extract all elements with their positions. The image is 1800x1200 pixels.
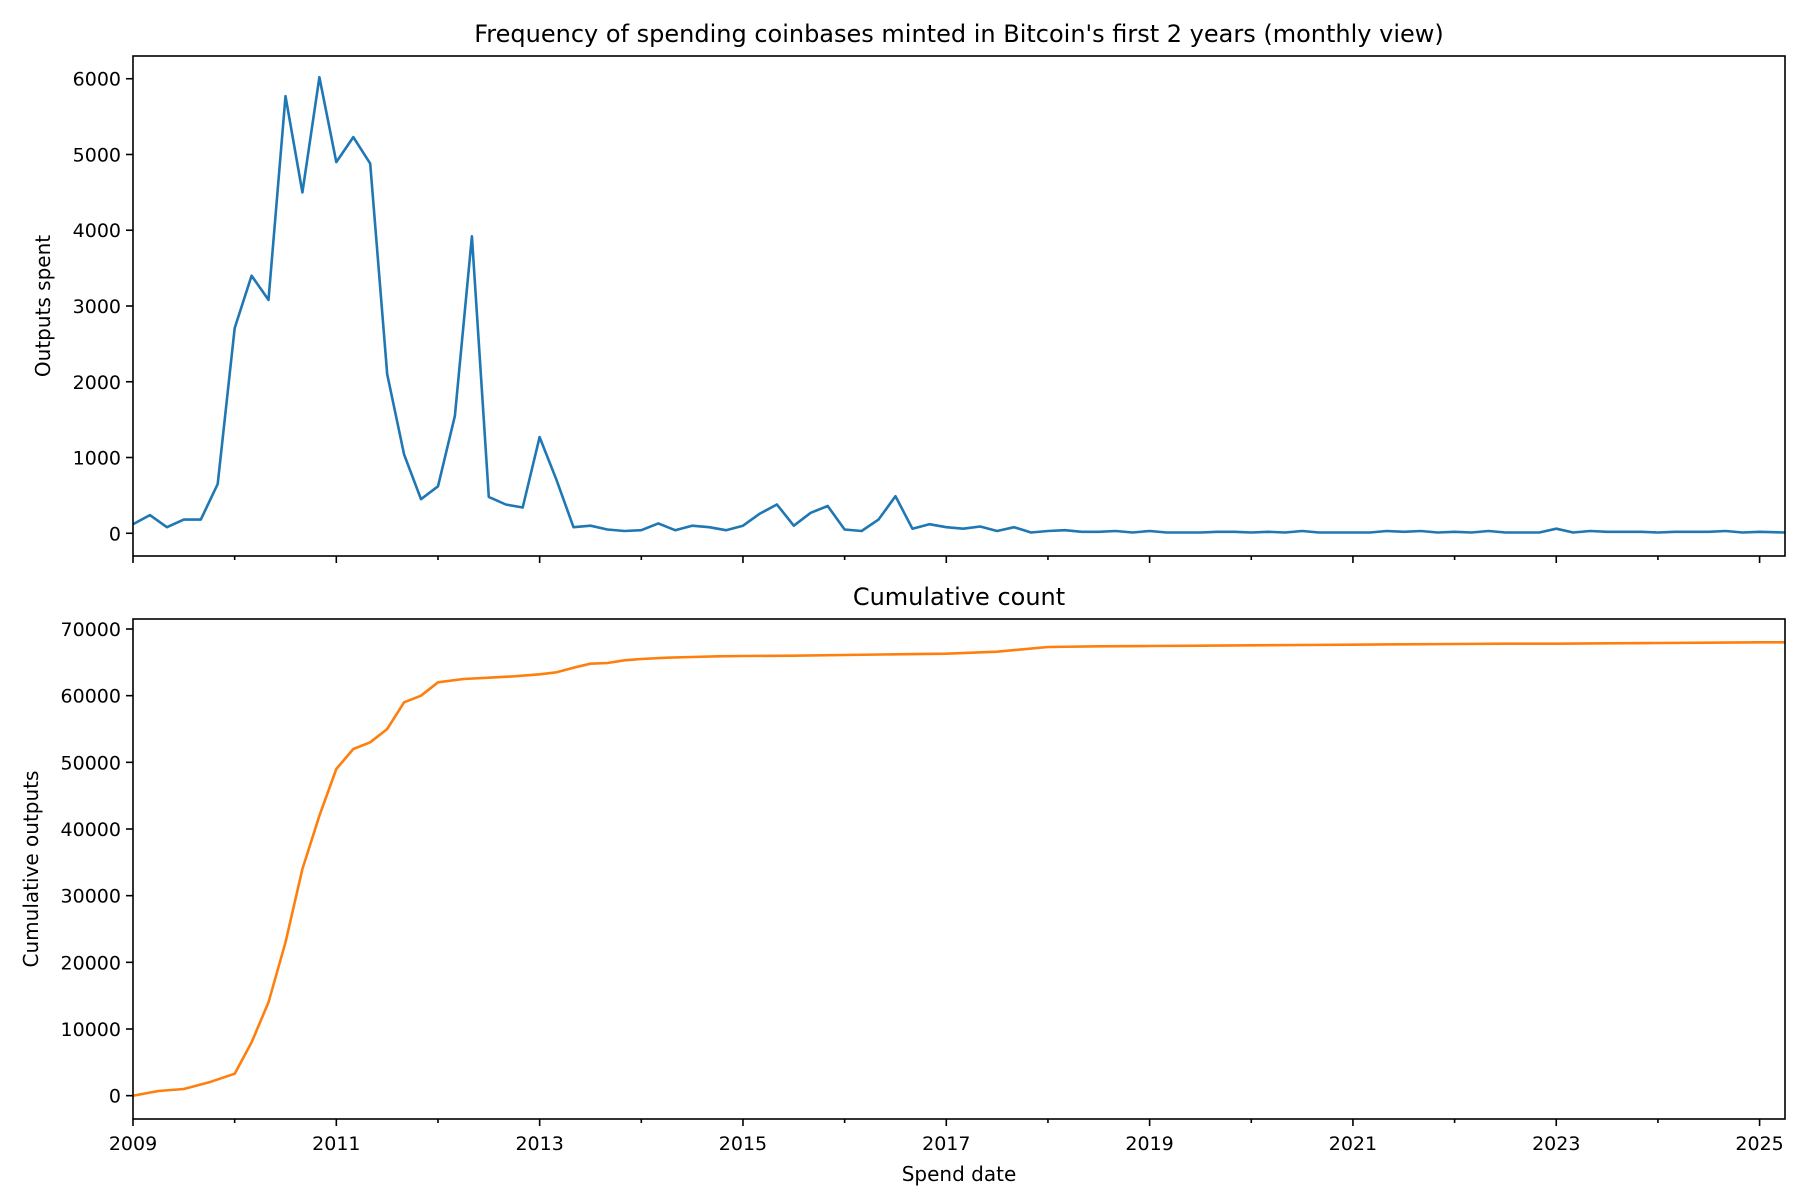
y-tick-label-cumulative: 10000 bbox=[61, 1019, 121, 1041]
chart-title-outputs-spent: Frequency of spending coinbases minted i… bbox=[474, 20, 1444, 48]
chart-title-cumulative: Cumulative count bbox=[853, 583, 1065, 611]
series-line-outputs-spent bbox=[133, 75, 1785, 534]
panel-outputs-spent: Frequency of spending coinbases minted i… bbox=[31, 20, 1786, 563]
x-tick-label-cumulative: 2023 bbox=[1532, 1133, 1580, 1155]
x-tick-label-cumulative: 2015 bbox=[719, 1133, 767, 1155]
y-tick-label-outputs-spent: 3000 bbox=[73, 296, 121, 318]
x-tick-label-cumulative: 2019 bbox=[1125, 1133, 1173, 1155]
x-tick-label-cumulative: 2011 bbox=[312, 1133, 360, 1155]
x-tick-label-cumulative: 2017 bbox=[922, 1133, 970, 1155]
y-tick-label-cumulative: 50000 bbox=[61, 752, 121, 774]
y-axis-label-cumulative: Cumulative outputs bbox=[19, 771, 43, 968]
x-tick-label-cumulative: 2021 bbox=[1329, 1133, 1377, 1155]
x-axis-label-cumulative: Spend date bbox=[902, 1162, 1017, 1186]
plot-frame-outputs-spent bbox=[132, 55, 1786, 557]
y-tick-label-cumulative: 20000 bbox=[61, 952, 121, 974]
series-line-cumulative bbox=[133, 640, 1785, 1097]
plot-frame-cumulative bbox=[132, 618, 1786, 1120]
y-tick-label-outputs-spent: 4000 bbox=[73, 220, 121, 242]
y-tick-label-outputs-spent: 2000 bbox=[73, 372, 121, 394]
x-tick-label-cumulative: 2013 bbox=[515, 1133, 563, 1155]
y-tick-label-outputs-spent: 0 bbox=[109, 523, 121, 545]
y-tick-label-cumulative: 30000 bbox=[61, 886, 121, 908]
panel-cumulative-count: Cumulative count Cumulative outputs 0 10000… bbox=[19, 583, 1786, 1186]
y-tick-label-cumulative: 40000 bbox=[61, 819, 121, 841]
y-tick-label-cumulative: 70000 bbox=[61, 619, 121, 641]
y-tick-label-outputs-spent: 6000 bbox=[73, 69, 121, 91]
x-tick-label-cumulative: 2025 bbox=[1735, 1133, 1783, 1155]
x-tick-label-cumulative: 2009 bbox=[109, 1133, 157, 1155]
y-tick-label-outputs-spent: 1000 bbox=[73, 448, 121, 470]
y-tick-label-cumulative: 60000 bbox=[61, 686, 121, 708]
y-tick-label-cumulative: 0 bbox=[109, 1086, 121, 1108]
y-tick-label-outputs-spent: 5000 bbox=[73, 144, 121, 166]
y-axis-label-outputs-spent: Outputs spent bbox=[31, 235, 55, 377]
